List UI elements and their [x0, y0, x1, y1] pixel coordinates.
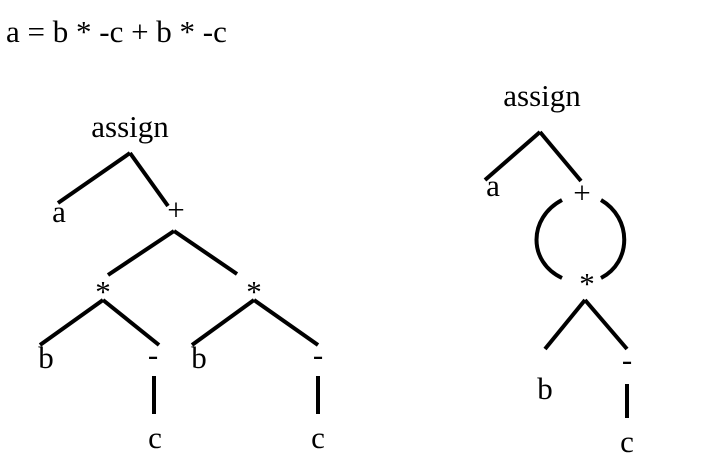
- dag-node-a: a: [486, 168, 500, 203]
- edge-assign-to-plus: [128, 151, 170, 208]
- dag-edge-mul-to-b: [543, 298, 587, 351]
- node-neg-right: -: [313, 337, 323, 372]
- node-mul-left: *: [95, 274, 111, 309]
- dag-node-assign: assign: [503, 78, 581, 113]
- node-c-right: c: [311, 420, 325, 455]
- dag-edge-plus-to-mul-right: [599, 198, 627, 280]
- node-b-left: b: [38, 340, 54, 375]
- edge-mul-right-to-neg: [252, 298, 320, 347]
- expression-text: a = b * -c + b * -c: [6, 14, 227, 49]
- edge-mul-left-to-neg: [101, 298, 161, 347]
- dag-node-plus: +: [573, 175, 590, 210]
- dag-node-neg: -: [622, 342, 632, 377]
- node-mul-right: *: [246, 274, 262, 309]
- edge-plus-to-mul-left: [106, 229, 176, 277]
- dag-node-mul: *: [579, 266, 595, 301]
- node-plus: +: [167, 192, 184, 227]
- syntax-tree: assign a + * * b - b - c c: [38, 109, 325, 455]
- dag-edge-mul-to-neg: [583, 298, 629, 351]
- syntax-dag: assign a + * b - c: [483, 78, 634, 459]
- edge-mul-right-to-b: [190, 298, 256, 347]
- dag-node-c: c: [620, 424, 634, 459]
- edge-plus-to-mul-right: [172, 229, 239, 276]
- dag-edge-assign-to-a: [483, 130, 542, 182]
- edge-assign-to-a: [56, 151, 132, 205]
- node-a: a: [52, 194, 66, 229]
- node-b-right: b: [191, 340, 207, 375]
- dag-edge-assign-to-plus: [538, 130, 583, 183]
- dag-edge-plus-to-mul-left: [534, 198, 563, 280]
- edge-mul-left-to-b: [38, 298, 105, 347]
- node-neg-left: -: [148, 337, 158, 372]
- dag-node-b: b: [537, 371, 553, 406]
- node-c-left: c: [148, 420, 162, 455]
- node-assign: assign: [91, 109, 169, 144]
